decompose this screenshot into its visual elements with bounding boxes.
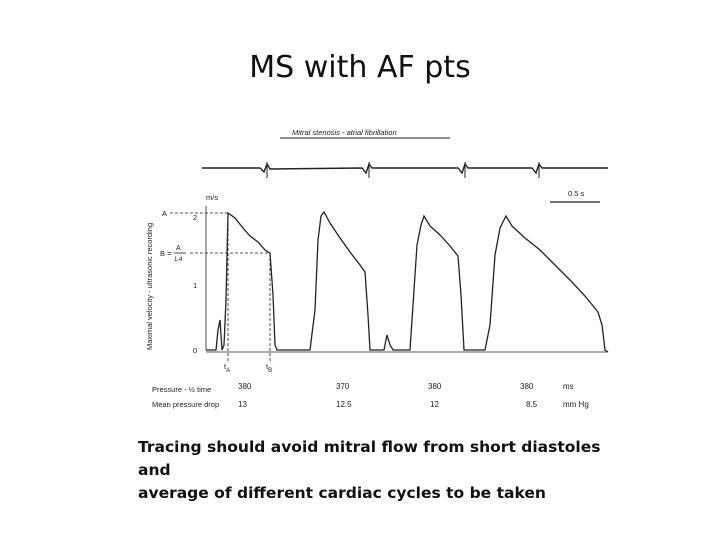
fraction-numerator: A <box>176 245 181 252</box>
slide-title: MS with AF pts <box>249 50 471 85</box>
figure-header: Mitral stenosis - atrial fibrillation <box>292 128 397 137</box>
row2-value: 8.5 <box>526 400 538 409</box>
y-tick-0: 0 <box>193 346 197 355</box>
row2-label: Mean pressure drop <box>152 400 219 409</box>
scale-bar-label: 0.5 s <box>568 189 585 198</box>
row1-value: 380 <box>520 382 534 391</box>
row1-value: 380 <box>428 382 442 391</box>
label-b: B = <box>160 249 172 258</box>
row1-value: 370 <box>336 382 350 391</box>
caption-line-1: Tracing should avoid mitral flow from sh… <box>138 438 601 479</box>
time-ta: tA <box>224 362 230 374</box>
row2-value: 13 <box>238 400 247 409</box>
fraction-denominator: 1.4 <box>174 257 183 263</box>
y-unit: m/s <box>206 193 218 202</box>
row2-value: 12 <box>430 400 439 409</box>
y-axis-label: Maximal velocity - ultrasonic recording <box>145 223 154 350</box>
row1-unit: ms <box>563 382 574 391</box>
row1-value: 380 <box>238 382 252 391</box>
time-tb: tB <box>266 362 272 374</box>
label-a: A <box>162 209 167 218</box>
row1-label: Pressure - ½ time <box>152 385 211 394</box>
row2-unit: mm Hg <box>563 400 589 409</box>
velocity-trace <box>206 210 609 353</box>
caption: Tracing should avoid mitral flow from sh… <box>138 436 608 505</box>
ecg-trace <box>202 162 608 175</box>
caption-line-2: average of different cardiac cycles to b… <box>138 484 546 502</box>
row2-value: 12.5 <box>336 400 352 409</box>
y-tick-1: 1 <box>193 281 197 290</box>
doppler-figure: Mitral stenosis - atrial fibrillation 0.… <box>145 128 609 409</box>
y-tick-2: 2 <box>193 213 197 222</box>
